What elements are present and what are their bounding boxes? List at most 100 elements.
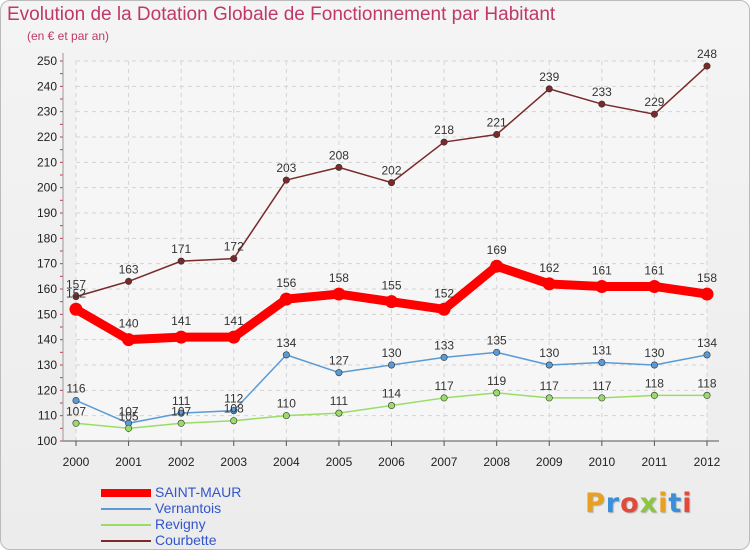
- x-tick-label: 2000: [63, 455, 90, 469]
- data-point-revigny: [230, 417, 238, 425]
- data-label-vernantois: 134: [276, 336, 296, 350]
- data-label-revigny: 118: [645, 376, 664, 390]
- legend-label: SAINT-MAUR: [155, 484, 242, 500]
- data-label-saint-maur: 140: [119, 317, 139, 331]
- data-label-courbette: 157: [66, 278, 86, 292]
- data-label-revigny: 107: [66, 404, 86, 418]
- x-tick-label: 2011: [642, 455, 668, 469]
- x-tick-label: 2008: [483, 455, 510, 469]
- y-tick-label: 130: [37, 358, 57, 372]
- data-label-revigny: 117: [592, 379, 611, 393]
- data-point-courbette: [282, 176, 290, 184]
- data-point-courbette: [72, 293, 80, 301]
- data-label-courbette: 233: [592, 85, 612, 99]
- data-label-revigny: 118: [697, 376, 716, 390]
- data-label-saint-maur: 141: [224, 314, 244, 328]
- data-label-courbette: 202: [381, 164, 401, 178]
- data-label-vernantois: 130: [539, 346, 559, 360]
- y-tick-label: 230: [37, 105, 57, 119]
- data-point-vernantois: [282, 351, 290, 359]
- data-label-saint-maur: 141: [171, 314, 191, 328]
- data-label-vernantois: 130: [644, 346, 664, 360]
- data-point-courbette: [230, 255, 238, 263]
- data-label-vernantois: 112: [224, 392, 243, 406]
- y-tick-label: 210: [37, 155, 57, 169]
- data-point-saint-maur: [490, 259, 504, 273]
- data-label-revigny: 107: [171, 404, 191, 418]
- data-label-vernantois: 131: [592, 343, 612, 357]
- data-label-saint-maur: 155: [381, 279, 401, 293]
- data-label-revigny: 117: [435, 379, 454, 393]
- data-point-revigny: [650, 391, 658, 399]
- x-tick-label: 2004: [273, 455, 300, 469]
- x-tick-label: 2010: [588, 455, 615, 469]
- data-label-courbette: 171: [171, 242, 191, 256]
- data-point-courbette: [703, 62, 711, 70]
- data-point-courbette: [545, 85, 553, 93]
- data-point-courbette: [598, 100, 606, 108]
- data-label-revigny: 114: [382, 387, 401, 401]
- data-label-courbette: 221: [487, 115, 507, 129]
- legend-swatch: [101, 508, 151, 510]
- data-point-vernantois: [335, 369, 343, 377]
- data-label-vernantois: 127: [329, 354, 349, 368]
- plot-area: [76, 61, 707, 441]
- data-label-revigny: 119: [487, 374, 506, 388]
- data-point-saint-maur: [595, 279, 609, 293]
- y-tick-label: 100: [37, 434, 57, 448]
- data-point-courbette: [440, 138, 448, 146]
- data-label-saint-maur: 152: [66, 286, 86, 300]
- y-tick-label: 170: [37, 257, 57, 271]
- data-label-vernantois: 133: [434, 338, 454, 352]
- data-label-revigny: 105: [119, 409, 139, 423]
- data-label-vernantois: 116: [66, 381, 85, 395]
- data-point-saint-maur: [122, 333, 136, 347]
- y-tick-label: 150: [37, 307, 57, 321]
- data-point-revigny: [72, 419, 80, 427]
- data-label-courbette: 239: [539, 70, 559, 84]
- data-label-courbette: 163: [119, 262, 139, 276]
- data-point-vernantois: [72, 396, 80, 404]
- data-label-courbette: 208: [329, 148, 349, 162]
- data-point-saint-maur: [174, 330, 188, 344]
- data-point-revigny: [545, 394, 553, 402]
- data-point-revigny: [493, 389, 501, 397]
- x-tick-label: 2007: [431, 455, 458, 469]
- y-tick-label: 190: [37, 206, 57, 220]
- proxiti-logo: Proxiti: [585, 488, 693, 519]
- data-point-revigny: [282, 412, 290, 420]
- data-point-saint-maur: [437, 302, 451, 316]
- legend-label: Revigny: [155, 516, 206, 532]
- y-tick-label: 120: [37, 383, 57, 397]
- x-tick-label: 2009: [536, 455, 563, 469]
- data-label-vernantois: 111: [172, 394, 191, 408]
- y-tick-label: 180: [37, 231, 57, 245]
- y-tick-label: 160: [37, 282, 57, 296]
- data-label-revigny: 108: [224, 402, 244, 416]
- data-point-saint-maur: [69, 302, 83, 316]
- x-tick-label: 2001: [115, 455, 142, 469]
- data-point-vernantois: [703, 351, 711, 359]
- data-point-revigny: [703, 391, 711, 399]
- y-tick-label: 220: [37, 130, 57, 144]
- chart-title: Evolution de la Dotation Globale de Fonc…: [7, 4, 556, 25]
- data-label-saint-maur: 162: [539, 261, 559, 275]
- data-point-saint-maur: [700, 287, 714, 301]
- series-lines: [69, 62, 714, 432]
- data-labels: 157 163 171 172 203 208 202 218 221 239 233 229 248 1…: [66, 47, 717, 423]
- data-label-revigny: 117: [540, 379, 559, 393]
- data-label-courbette: 218: [434, 123, 454, 137]
- data-point-revigny: [387, 402, 395, 410]
- x-tick-label: 2002: [168, 455, 195, 469]
- data-point-saint-maur: [542, 277, 556, 291]
- y-tick-label: 250: [37, 54, 57, 68]
- x-tick-label: 2012: [694, 455, 721, 469]
- legend-label: Vernantois: [155, 500, 222, 516]
- data-label-vernantois: 130: [381, 346, 401, 360]
- data-label-revigny: 111: [330, 394, 349, 408]
- data-point-courbette: [387, 179, 395, 187]
- data-point-vernantois: [387, 361, 395, 369]
- data-label-courbette: 248: [697, 47, 717, 61]
- data-label-courbette: 203: [276, 161, 296, 175]
